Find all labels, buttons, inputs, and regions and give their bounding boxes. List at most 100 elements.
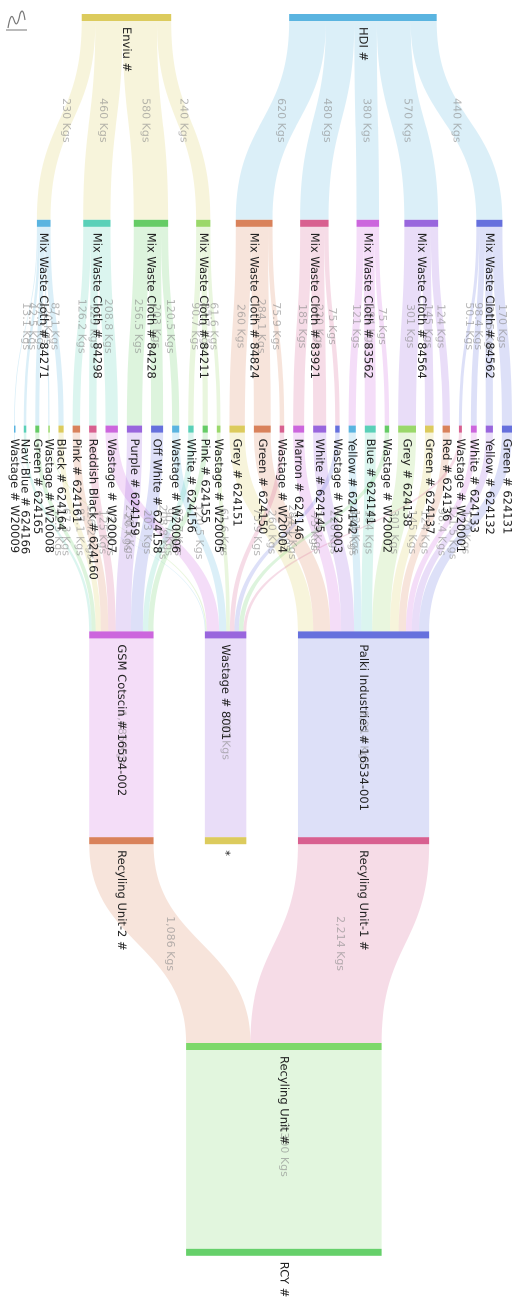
link [406,432,477,632]
link [234,432,340,632]
link [430,226,450,426]
nodes [14,14,512,1256]
link-label: 256.5 Kgs [123,505,136,560]
link-label: 20 Kgs [122,513,135,551]
node [470,425,477,433]
link [238,432,390,632]
link [297,638,430,838]
link [243,432,462,632]
link-label: 1,086 Kgs [164,916,177,971]
link [348,432,362,632]
link-label: 185 Kgs [311,510,324,555]
node [83,219,111,227]
link [376,21,439,220]
node-label: Yellow # 624142 [346,438,360,535]
link-label: 301 Kgs [404,304,417,349]
link [142,432,194,632]
node [36,219,51,227]
node-label: Recyling Unit-1 # [357,850,371,950]
link-label: 90.7 Kgs [189,302,202,350]
link-label: 75 Kgs [326,307,339,345]
link-label: 184 Kgs [364,304,377,349]
node [35,425,40,433]
link [372,432,416,632]
link-label: 301 Kgs [388,510,401,555]
node [424,425,434,433]
link [45,226,64,426]
link-label: 620 Kgs [275,98,288,143]
link-label: 67.3 Kgs [34,302,47,350]
node-label: Green # 624165 [31,439,45,535]
link [172,432,227,632]
link-label: 203 Kgs [141,510,154,555]
node-label: Green # 624150 [256,439,270,535]
link [204,638,247,838]
node-label: White # 624145 [313,439,327,533]
link-label: 230 Kgs [60,98,73,143]
node-label: Yellow # 624132 [483,438,497,535]
link-label: 50.1 Kgs [347,508,360,556]
node [186,1248,382,1256]
link-label: 20 Kgs [41,307,54,345]
node-label: Wastage # W20008 [42,439,56,554]
node [384,425,390,433]
node [335,425,340,433]
node-label: GSM Cotscin # 16534-002 [115,644,129,796]
node-label: Purple # 624159 [128,439,142,536]
node-label: Wastage # W20006 [169,439,183,554]
link [14,226,38,426]
link-label: 170 Kgs [460,510,473,555]
node [186,1043,382,1050]
link [206,226,221,426]
link-label: 240 Kgs [178,98,191,143]
link-label: 126.2 Kgs [76,299,89,354]
node [48,425,50,433]
link-label: 50.1 Kgs [463,302,476,350]
link-label: 185 Kgs [296,304,309,349]
node-label: Green # 624137 [423,439,437,535]
link-label: 3,300 Kgs [278,1122,291,1177]
link [130,432,164,632]
link-label: 145 Kgs [422,304,435,349]
link-label: 90.7 Kgs [162,508,175,556]
node [81,14,172,21]
node-label: Mix Waste Cloth # 84271 [37,233,51,379]
link-label: 256.5 Kgs [132,299,145,354]
link [89,844,251,1043]
link [348,226,364,426]
link [156,21,211,220]
link-label: 2,214 Kgs [358,710,371,765]
node-label: Enviu # [120,27,134,72]
node [404,219,439,227]
node-label: Marron # 624146 [292,439,306,540]
node-label: Off White # 624158 [151,439,165,554]
link [253,432,331,632]
link [89,432,116,632]
link-label: 480 Kgs [321,98,334,143]
link [485,226,493,426]
link [186,1050,382,1249]
link [324,226,340,426]
node [72,425,81,433]
node-label: Pink # 624161 [70,439,84,524]
node-label: Wastage # 8001 [219,644,233,740]
node [202,425,208,433]
link [458,226,480,426]
link [398,432,450,632]
node-label: Wastage # W20004 [275,439,289,554]
node-label: Reddish Black # 624160 [86,439,100,580]
node [14,425,16,433]
node [501,425,512,433]
node [196,219,211,227]
link-label: 260 Kgs [265,510,278,555]
link-label: 208.8 Kgs [156,505,169,560]
node [89,837,154,845]
link-label: 1,086 Kgs [115,710,128,765]
node [279,425,285,433]
node-label: RCY # [277,1262,291,1298]
link-label: 380 Kgs [361,98,374,143]
node-label: Wastage # W20009 [8,439,22,554]
link [83,21,123,220]
